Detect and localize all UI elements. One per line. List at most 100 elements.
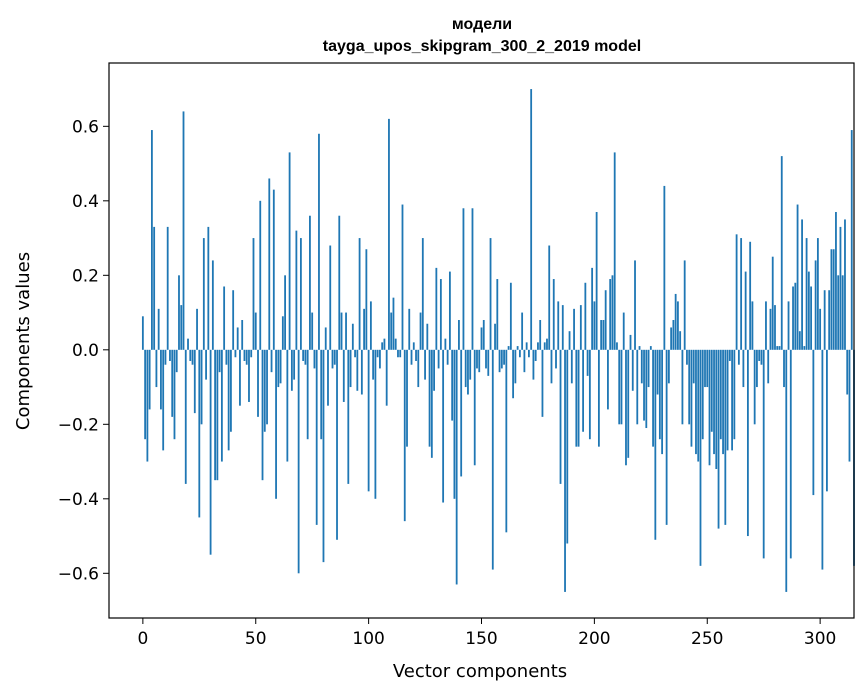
bar-306	[832, 249, 835, 350]
bar-27	[202, 238, 205, 350]
bar-138	[453, 349, 456, 499]
bar-100	[367, 349, 370, 492]
bar-194	[579, 305, 582, 350]
bar-280	[774, 305, 776, 350]
bar-127	[428, 349, 431, 447]
bar-15	[175, 349, 178, 373]
bar-195	[582, 349, 584, 432]
bar-257	[722, 349, 724, 455]
bar-54	[263, 349, 266, 432]
bar-73	[306, 349, 309, 440]
bar-278	[769, 308, 772, 350]
bar-266	[742, 349, 745, 388]
bar-284	[783, 349, 785, 388]
bar-146	[471, 208, 474, 350]
bar-210	[616, 342, 618, 350]
bar-178	[543, 342, 546, 350]
bar-33	[216, 349, 219, 481]
bar-60	[277, 349, 280, 388]
bar-241	[686, 349, 688, 365]
bar-104	[376, 349, 379, 358]
bar-272	[756, 349, 758, 388]
bar-85	[333, 349, 336, 365]
bar-197	[586, 349, 589, 376]
chart-title-line-2: tayga_upos_skipgram_300_2_2019 model	[323, 38, 641, 55]
bar-132	[439, 279, 442, 350]
bar-293	[803, 346, 806, 350]
bar-141	[460, 349, 463, 477]
bar-159	[500, 349, 503, 369]
bar-21	[189, 349, 192, 361]
bar-113	[397, 349, 399, 358]
bar-181	[550, 349, 553, 384]
bar-305	[830, 249, 833, 350]
bar-172	[530, 89, 533, 350]
bar-225	[649, 346, 652, 350]
bar-188	[566, 349, 569, 544]
bar-269	[749, 241, 752, 350]
bar-145	[469, 349, 472, 380]
bar-218	[634, 260, 636, 350]
bar-71	[302, 349, 305, 361]
bar-87	[338, 215, 341, 350]
x-tick-label: 0	[137, 629, 148, 649]
plot-frame	[108, 62, 855, 619]
bar-271	[753, 349, 756, 425]
bar-169	[523, 349, 526, 373]
bar-96	[358, 238, 361, 350]
bar-35	[220, 349, 223, 462]
bar-283	[780, 156, 783, 350]
bar-7	[157, 308, 160, 350]
bar-300	[819, 308, 822, 350]
bar-78	[318, 133, 320, 350]
bar-301	[821, 349, 824, 570]
bar-289	[794, 282, 797, 350]
bar-158	[498, 349, 501, 373]
bar-176	[539, 320, 542, 350]
bar-52	[259, 200, 262, 350]
bar-140	[458, 320, 460, 350]
bar-252	[710, 349, 713, 432]
bar-215	[627, 349, 630, 458]
bar-265	[740, 238, 743, 350]
bar-154	[489, 238, 492, 350]
bar-166	[516, 346, 519, 350]
bar-164	[512, 349, 515, 399]
bar-48	[250, 349, 253, 358]
bar-240	[683, 260, 686, 350]
bar-191	[573, 308, 575, 350]
bar-260	[728, 349, 731, 361]
bar-2	[146, 349, 149, 462]
bar-42	[236, 327, 239, 350]
bar-23	[193, 349, 196, 414]
bar-217	[631, 349, 634, 391]
bar-106	[381, 342, 384, 350]
bars-group	[141, 89, 855, 592]
bar-267	[744, 271, 747, 350]
bar-314	[850, 130, 853, 350]
bar-26	[200, 349, 203, 425]
bar-98	[363, 308, 366, 350]
bar-153	[487, 349, 490, 376]
bar-9	[162, 349, 165, 451]
bar-249	[704, 349, 706, 388]
bar-234	[670, 327, 673, 350]
bar-180	[548, 245, 551, 350]
bar-253	[713, 349, 715, 455]
x-tick-label: 200	[578, 629, 610, 649]
bar-53	[261, 349, 264, 481]
bar-16	[178, 275, 180, 350]
bar-8	[160, 349, 162, 410]
bar-74	[309, 215, 311, 350]
bar-46	[245, 349, 248, 365]
bar-139	[455, 349, 458, 585]
bar-110	[390, 312, 393, 350]
bar-302	[823, 290, 826, 350]
bar-237	[677, 301, 679, 350]
bar-69	[297, 349, 300, 574]
bar-295	[807, 271, 810, 350]
bar-97	[360, 349, 363, 395]
bar-294	[805, 238, 808, 350]
bar-292	[801, 219, 803, 350]
